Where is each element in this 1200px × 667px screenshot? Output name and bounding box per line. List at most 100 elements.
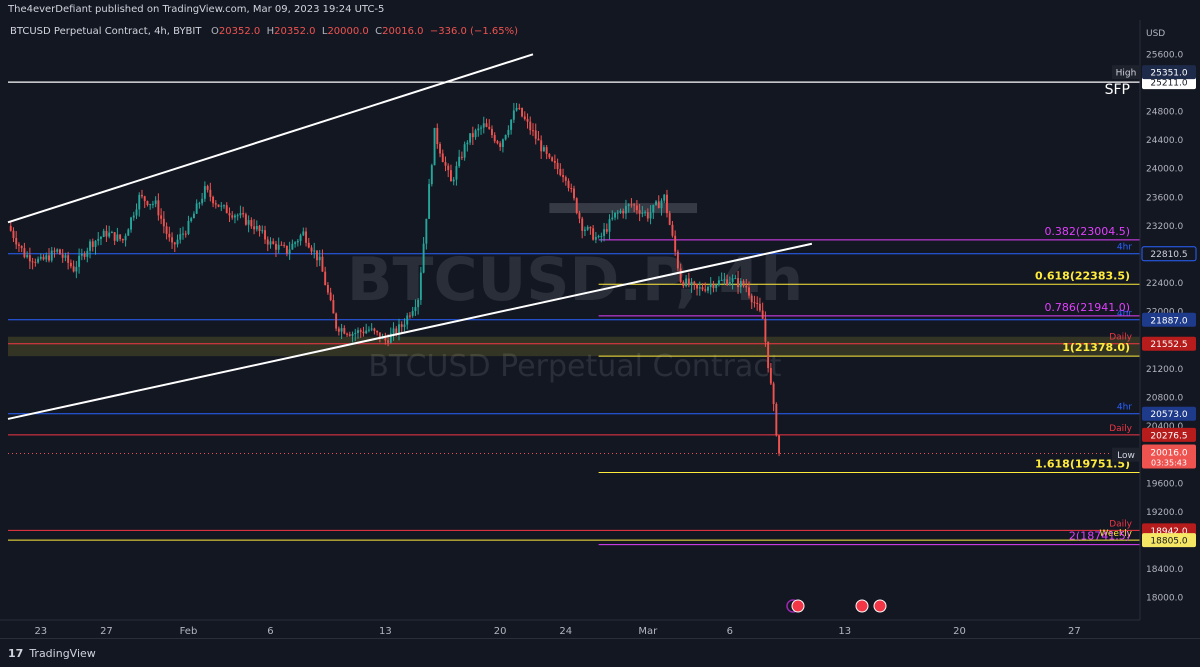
candle-body[interactable] <box>283 244 286 246</box>
candle-body[interactable] <box>48 255 50 261</box>
candle-body[interactable] <box>192 213 195 219</box>
candle-body[interactable] <box>113 232 116 241</box>
candle-body[interactable] <box>329 292 332 301</box>
candle-body[interactable] <box>436 127 439 145</box>
candle-body[interactable] <box>217 204 220 207</box>
candle-body[interactable] <box>597 235 600 238</box>
candle-body[interactable] <box>485 123 488 127</box>
candle-body[interactable] <box>542 147 545 152</box>
candle-body[interactable] <box>649 212 652 219</box>
candle-body[interactable] <box>398 324 400 334</box>
candle-body[interactable] <box>78 255 81 267</box>
candle-body[interactable] <box>132 215 135 218</box>
candle-body[interactable] <box>168 233 171 238</box>
candle-body[interactable] <box>696 284 699 289</box>
candle-body[interactable] <box>682 281 685 287</box>
candle-body[interactable] <box>567 180 570 188</box>
candle-body[interactable] <box>228 213 231 216</box>
level-price-tag[interactable] <box>1142 406 1196 421</box>
candle-body[interactable] <box>652 204 655 213</box>
candle-body[interactable] <box>250 220 253 227</box>
candle-body[interactable] <box>67 255 70 263</box>
candle-body[interactable] <box>717 280 720 286</box>
candle-body[interactable] <box>280 244 283 246</box>
candle-body[interactable] <box>679 268 682 282</box>
candle-body[interactable] <box>507 129 510 135</box>
candle-body[interactable] <box>31 261 34 263</box>
candle-body[interactable] <box>206 186 209 190</box>
candle-body[interactable] <box>39 256 42 259</box>
candle-body[interactable] <box>362 331 365 334</box>
candle-body[interactable] <box>173 242 176 245</box>
candle-body[interactable] <box>403 324 406 327</box>
candle-body[interactable] <box>143 196 146 202</box>
candle-body[interactable] <box>411 311 414 316</box>
candle-body[interactable] <box>720 279 723 281</box>
candle-body[interactable] <box>767 341 770 369</box>
candle-body[interactable] <box>135 209 138 216</box>
candle-body[interactable] <box>357 330 359 333</box>
candle-body[interactable] <box>130 217 133 230</box>
candle-body[interactable] <box>266 239 269 245</box>
candle-body[interactable] <box>354 332 357 335</box>
candle-body[interactable] <box>184 233 187 235</box>
candle-body[interactable] <box>89 241 91 251</box>
candle-body[interactable] <box>499 143 502 148</box>
candle-body[interactable] <box>102 230 105 237</box>
candle-body[interactable] <box>750 295 753 303</box>
candle-body[interactable] <box>86 250 89 257</box>
candle-body[interactable] <box>641 212 644 214</box>
candle-body[interactable] <box>600 235 603 237</box>
candle-body[interactable] <box>603 229 606 236</box>
candle-body[interactable] <box>209 189 212 197</box>
symbol-name[interactable]: BTCUSD Perpetual Contract, 4h, BYBIT <box>10 26 202 37</box>
candle-body[interactable] <box>146 201 149 206</box>
candle-body[interactable] <box>324 271 327 286</box>
candle-body[interactable] <box>42 256 45 260</box>
candle-body[interactable] <box>611 217 614 220</box>
candle-body[interactable] <box>376 330 379 333</box>
candle-body[interactable] <box>162 218 165 227</box>
candle-body[interactable] <box>116 234 119 241</box>
candle-body[interactable] <box>326 285 329 293</box>
candle-body[interactable] <box>504 134 507 140</box>
candle-body[interactable] <box>529 121 532 131</box>
candle-body[interactable] <box>378 332 381 339</box>
candle-body[interactable] <box>698 287 701 289</box>
candle-body[interactable] <box>655 201 657 205</box>
candle-body[interactable] <box>359 330 362 332</box>
price-chart[interactable]: BTCUSD.P, 4h BTCUSD Perpetual Contract 4… <box>0 0 1200 639</box>
candle-body[interactable] <box>646 212 649 219</box>
candle-body[interactable] <box>340 328 343 332</box>
candle-body[interactable] <box>748 287 750 296</box>
candle-body[interactable] <box>583 229 586 231</box>
candle-body[interactable] <box>34 261 37 263</box>
level-price-tag[interactable] <box>1142 312 1196 327</box>
us-flag-icon[interactable] <box>791 599 805 613</box>
candle-body[interactable] <box>110 232 113 234</box>
candle-body[interactable] <box>127 229 130 236</box>
candle-body[interactable] <box>551 157 554 161</box>
candle-body[interactable] <box>236 215 239 217</box>
candle-body[interactable] <box>244 214 247 225</box>
candle-body[interactable] <box>775 404 778 436</box>
candle-body[interactable] <box>614 212 616 218</box>
candle-body[interactable] <box>337 328 340 332</box>
candle-body[interactable] <box>291 243 294 250</box>
candle-body[interactable] <box>430 165 433 185</box>
candle-body[interactable] <box>449 170 452 182</box>
candle-body[interactable] <box>392 328 395 334</box>
candle-body[interactable] <box>578 212 581 219</box>
candle-body[interactable] <box>28 255 31 262</box>
candle-body[interactable] <box>69 262 72 267</box>
last-price-tag[interactable] <box>1142 444 1196 469</box>
candle-body[interactable] <box>657 201 660 209</box>
candle-body[interactable] <box>532 130 534 132</box>
candle-body[interactable] <box>605 229 608 232</box>
candle-body[interactable] <box>447 165 450 171</box>
candle-body[interactable] <box>214 203 217 205</box>
candle-body[interactable] <box>616 212 619 214</box>
candle-body[interactable] <box>72 266 75 272</box>
candle-body[interactable] <box>521 107 524 117</box>
candle-body[interactable] <box>753 302 756 304</box>
